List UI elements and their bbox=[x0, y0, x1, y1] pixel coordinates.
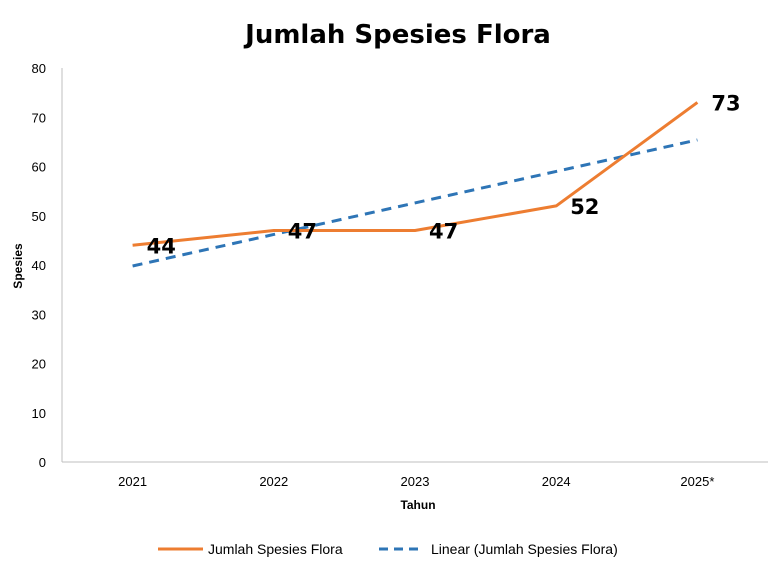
y-tick-label: 0 bbox=[39, 455, 46, 470]
y-tick-label: 30 bbox=[32, 307, 46, 322]
y-axis-title: Spesies bbox=[11, 243, 25, 289]
y-tick-label: 40 bbox=[32, 258, 46, 273]
y-tick-label: 80 bbox=[32, 61, 46, 76]
y-tick-label: 20 bbox=[32, 357, 46, 372]
x-tick-label: 2021 bbox=[118, 474, 147, 489]
data-label: 44 bbox=[147, 234, 176, 258]
x-tick-label: 2023 bbox=[401, 474, 430, 489]
data-label: 47 bbox=[429, 220, 458, 244]
x-axis-title: Tahun bbox=[400, 498, 435, 512]
legend: Jumlah Spesies Flora Linear (Jumlah Spes… bbox=[158, 541, 618, 557]
y-tick-label: 50 bbox=[32, 209, 46, 224]
data-label: 47 bbox=[288, 220, 317, 244]
x-tick-label: 2024 bbox=[542, 474, 571, 489]
x-tick-label: 2022 bbox=[259, 474, 288, 489]
y-tick-label: 70 bbox=[32, 110, 46, 125]
legend-label-series-1: Jumlah Spesies Flora bbox=[208, 541, 343, 557]
series-line-jumlah-spesies-flora bbox=[132, 101, 699, 247]
trendline-linear bbox=[132, 138, 698, 268]
y-tick-labels: 0 10 20 30 40 50 60 70 80 bbox=[32, 61, 46, 470]
legend-label-series-2: Linear (Jumlah Spesies Flora) bbox=[431, 541, 618, 557]
series-layer bbox=[132, 101, 699, 268]
y-tick-label: 10 bbox=[32, 406, 46, 421]
data-label-layer: 44 47 47 52 73 bbox=[147, 91, 741, 258]
x-tick-label: 2025* bbox=[680, 474, 714, 489]
x-tick-labels: 2021 2022 2023 2024 2025* bbox=[118, 474, 714, 489]
chart-title: Jumlah Spesies Flora bbox=[243, 20, 551, 50]
data-label: 52 bbox=[570, 195, 599, 219]
y-tick-label: 60 bbox=[32, 160, 46, 175]
data-label: 73 bbox=[711, 91, 740, 115]
